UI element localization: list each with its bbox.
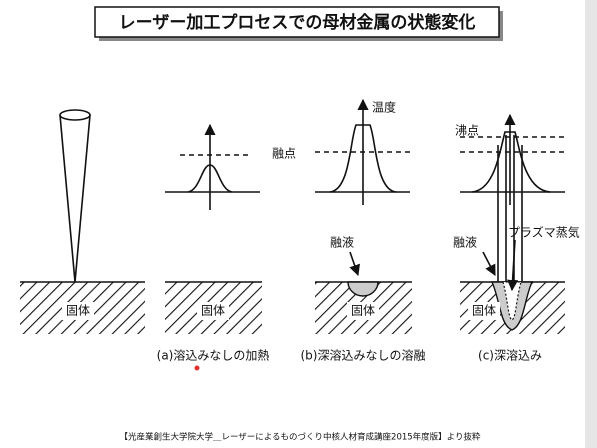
pointer — [349, 251, 360, 277]
boiling-point-label: 沸点 — [455, 124, 479, 138]
profile-b — [315, 98, 410, 205]
profile-c — [460, 113, 565, 282]
solid-label: 固体 — [351, 304, 375, 318]
melt-label: 融液 — [330, 236, 354, 250]
solid-label: 固体 — [472, 304, 496, 318]
pointer — [482, 251, 496, 276]
profile-a — [165, 123, 260, 210]
solid-label: 固体 — [66, 304, 90, 318]
caption: (a)溶込みなしの加熱 — [157, 349, 270, 363]
melt-label: 融液 — [453, 236, 477, 250]
solid-label: 固体 — [201, 304, 225, 318]
cursor-dot — [194, 365, 200, 371]
label-bg — [347, 302, 379, 320]
caption: (b)深溶込みなしの溶融 — [301, 349, 426, 363]
title: レーザー加工プロセスでの母材金属の状態変化 — [119, 12, 476, 33]
pointer — [507, 239, 519, 292]
keyhole — [502, 281, 522, 321]
plasma-label: プラズマ蒸気 — [508, 225, 580, 240]
label-bg — [62, 302, 94, 320]
melt-pool — [347, 281, 379, 297]
footer: 【光産業創生大学院大学＿レーザーによるものづくり中核人材育成講座2015年度版】… — [119, 432, 481, 443]
label-bg — [197, 302, 229, 320]
caption: (c)深溶込み — [478, 349, 542, 363]
title-box — [94, 6, 500, 38]
axis-label: 温度 — [372, 101, 396, 115]
label-bg — [468, 302, 500, 320]
melting-point-label: 融点 — [272, 147, 296, 161]
edge — [585, 0, 597, 448]
